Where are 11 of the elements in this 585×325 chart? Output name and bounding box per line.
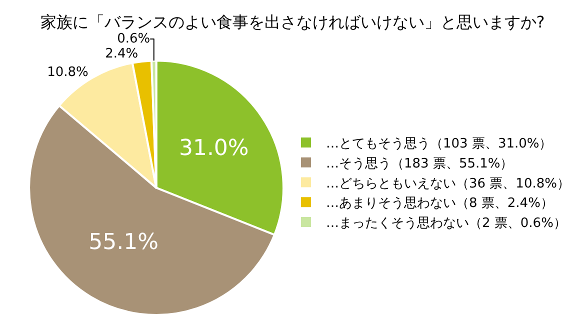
legend-label: …あまりそう思わない（8 票、2.4%） <box>326 196 554 212</box>
chart-title: 家族に「バランスのよい食事を出さなければいけない」と思いますか? <box>40 12 545 32</box>
legend-label: …とてもそう思う（103 票、31.0%） <box>326 136 552 152</box>
data-label: 2.4% <box>105 46 138 62</box>
data-label: 31.0% <box>178 136 249 162</box>
legend-label: …どちらともいえない（36 票、10.8%） <box>326 176 570 192</box>
data-label: 55.1% <box>88 230 158 255</box>
data-label: 0.6% <box>117 32 150 47</box>
data-label: 10.8% <box>47 64 88 80</box>
legend-label: …まったくそう思わない（2 票、0.6%） <box>326 216 566 232</box>
legend-label: …そう思う（183 票、55.1%） <box>326 156 514 172</box>
